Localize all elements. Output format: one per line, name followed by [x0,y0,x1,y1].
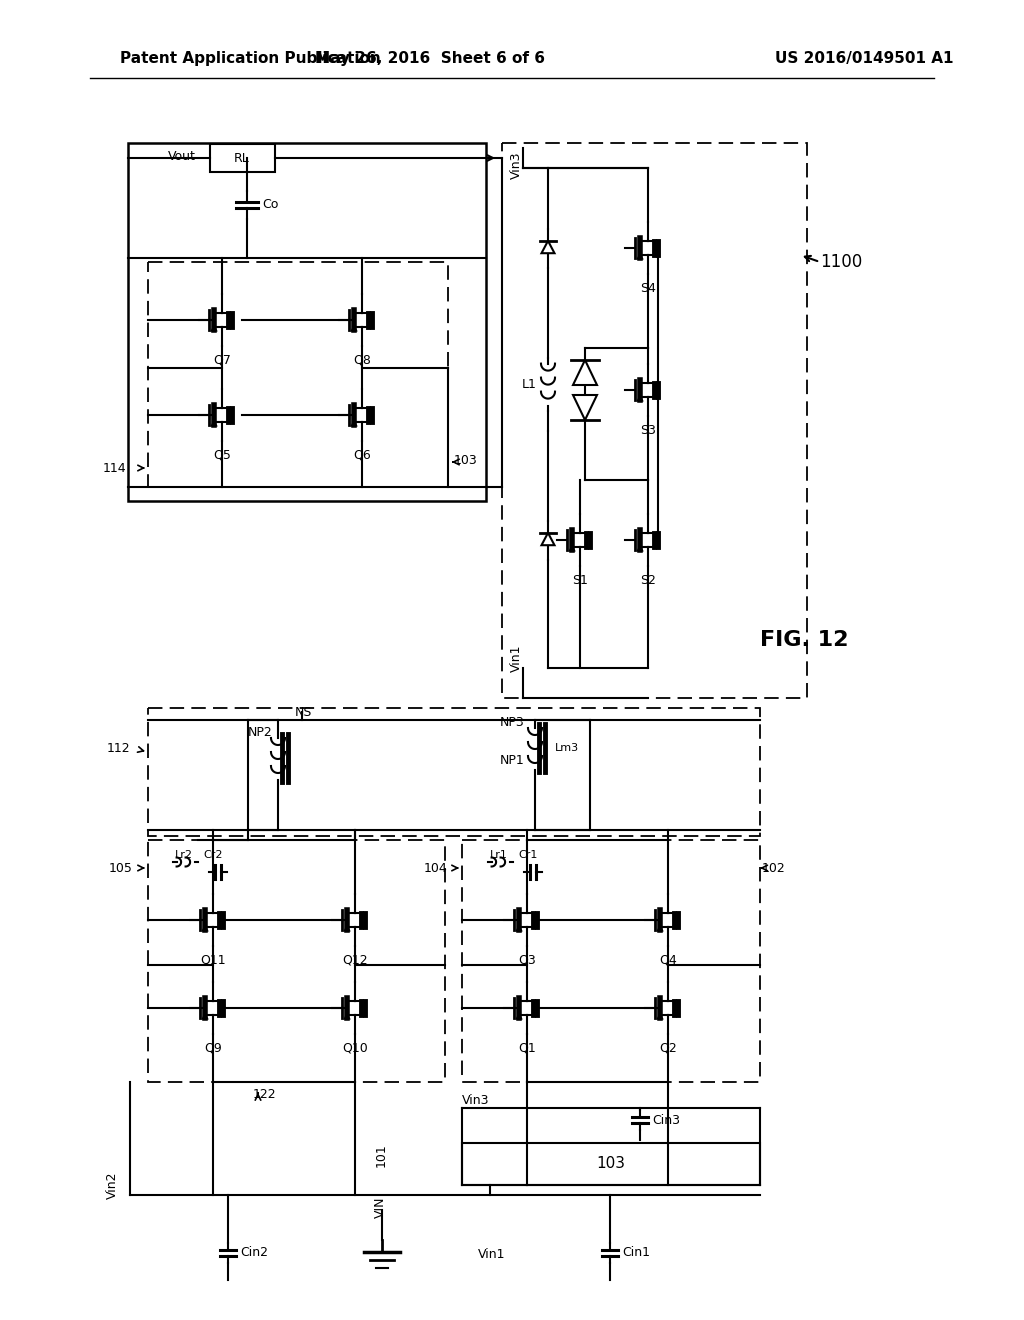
Text: 114: 114 [102,462,126,474]
Text: May 26, 2016  Sheet 6 of 6: May 26, 2016 Sheet 6 of 6 [315,50,545,66]
Text: Lm3: Lm3 [555,743,580,752]
Text: 103: 103 [597,1156,626,1172]
Bar [128,143,486,502]
Text: 101: 101 [375,1143,388,1167]
Text: Vin3: Vin3 [510,152,523,178]
Text: Q7: Q7 [213,354,231,367]
Text: Vin3: Vin3 [462,1093,489,1106]
Polygon shape [573,395,597,420]
Polygon shape [542,533,555,545]
Text: 122: 122 [253,1089,276,1101]
Text: S2: S2 [640,574,656,587]
Text: US 2016/0149501 A1: US 2016/0149501 A1 [775,50,953,66]
Text: S4: S4 [640,281,656,294]
Text: Lr1: Lr1 [490,850,508,861]
Text: Q3: Q3 [518,954,536,966]
Text: Cin2: Cin2 [240,1246,268,1259]
Text: Q12: Q12 [342,954,368,966]
Text: Q8: Q8 [353,354,371,367]
Text: Q1: Q1 [518,1041,536,1055]
Text: Q6: Q6 [353,449,371,462]
Text: S3: S3 [640,424,656,437]
Text: Cin1: Cin1 [622,1246,650,1259]
Bar [148,840,445,1082]
Polygon shape [542,240,555,253]
Text: Co: Co [262,198,279,211]
Text: NP1: NP1 [500,754,524,767]
Text: Vin1: Vin1 [478,1249,506,1262]
Text: Q4: Q4 [659,954,677,966]
Text: Vout: Vout [168,150,196,164]
Text: FIG. 12: FIG. 12 [760,630,849,649]
Text: RL: RL [234,152,250,165]
Text: 112: 112 [106,742,130,755]
Text: 1100: 1100 [820,253,862,271]
Bar [210,144,275,172]
Text: L1: L1 [522,378,537,391]
Text: Vin1: Vin1 [510,644,523,672]
Text: Q9: Q9 [204,1041,222,1055]
Text: VIN: VIN [374,1196,386,1218]
Text: Patent Application Publication: Patent Application Publication [120,50,381,66]
Text: Lr2: Lr2 [175,850,193,861]
Text: NP2: NP2 [248,726,272,738]
Text: Vin2: Vin2 [105,1171,119,1199]
Bar [462,1143,760,1185]
Text: Q2: Q2 [659,1041,677,1055]
Bar [148,708,760,836]
Polygon shape [573,360,597,385]
Text: 103: 103 [454,454,478,466]
Text: NP3: NP3 [500,715,524,729]
Text: Cr1: Cr1 [518,850,538,861]
Bar [502,143,807,698]
Text: S1: S1 [572,574,588,587]
Text: 105: 105 [110,862,133,874]
Text: Cr2: Cr2 [203,850,222,861]
Text: Q11: Q11 [200,954,226,966]
Text: Cin3: Cin3 [652,1114,680,1126]
Text: Q5: Q5 [213,449,231,462]
Text: NS: NS [295,705,312,718]
Bar [462,840,760,1082]
Bar [148,261,449,487]
Text: 104: 104 [423,862,447,874]
Text: Q10: Q10 [342,1041,368,1055]
Text: 102: 102 [762,862,785,874]
